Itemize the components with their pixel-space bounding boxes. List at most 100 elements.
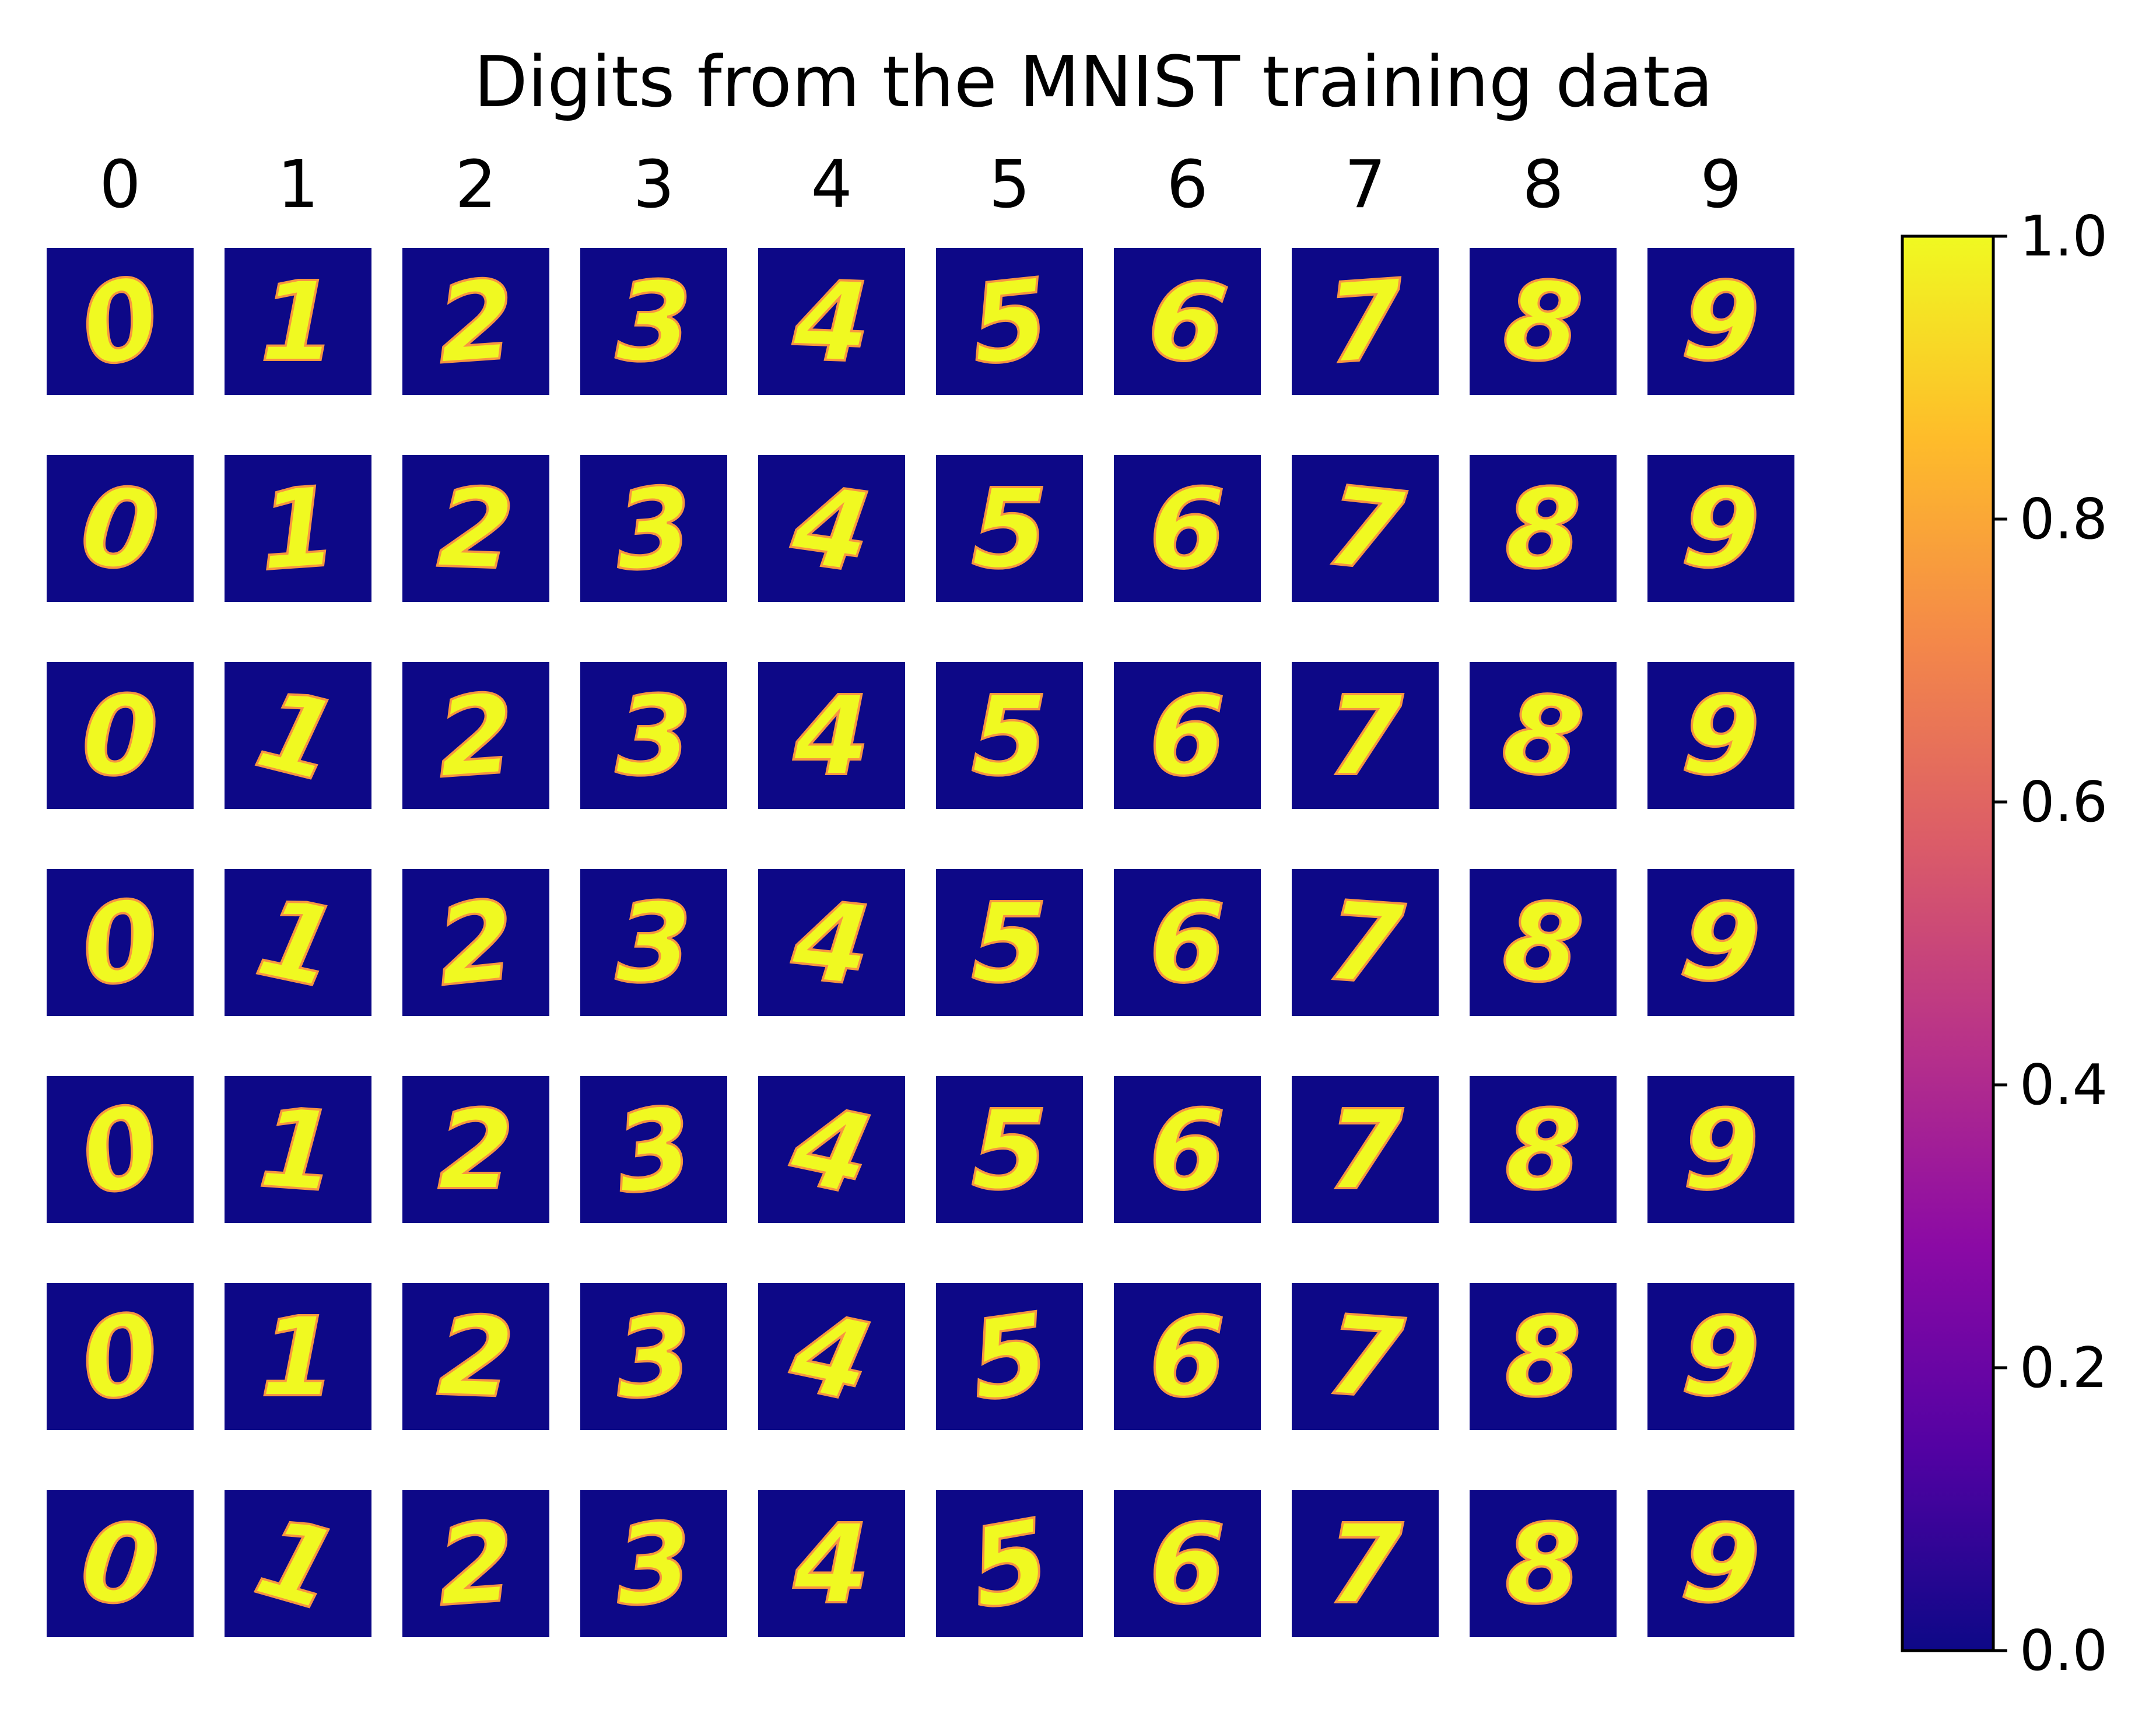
digit-tile: 8 xyxy=(1470,248,1617,395)
digit-tile: 8 xyxy=(1470,1283,1617,1430)
handwritten-digit: 2 xyxy=(438,1087,514,1214)
digit-tile: 6 xyxy=(1114,1283,1261,1430)
digit-tile: 6 xyxy=(1114,248,1261,395)
tile-background xyxy=(1114,248,1261,395)
colorbar-gradient xyxy=(1901,234,1995,1652)
tile-background xyxy=(1470,1490,1617,1637)
column-label: 0 xyxy=(99,147,141,223)
tile-background xyxy=(402,1076,549,1223)
tile-background xyxy=(1292,1490,1439,1637)
handwritten-digit: 8 xyxy=(1498,255,1587,390)
digit-tile: 9 xyxy=(1647,248,1794,395)
column-label: 1 xyxy=(277,147,318,223)
tile-background xyxy=(225,1076,371,1223)
tile-background xyxy=(1114,869,1261,1016)
handwritten-digit: 6 xyxy=(1149,1087,1226,1214)
digit-tile: 2 xyxy=(402,1076,549,1223)
tile-background xyxy=(1647,662,1794,809)
tile-background xyxy=(758,662,905,809)
digit-tile: 1 xyxy=(225,1490,371,1638)
tile-background xyxy=(47,1490,194,1637)
handwritten-digit: 6 xyxy=(1149,465,1226,593)
digit-tile: 6 xyxy=(1114,1490,1261,1637)
digit-tile: 2 xyxy=(402,248,549,395)
tile-background xyxy=(580,455,727,602)
tile-background xyxy=(1470,1076,1617,1223)
tile-background xyxy=(225,869,371,1016)
tile-background xyxy=(1292,662,1439,809)
digit-tile: 8 xyxy=(1470,662,1617,809)
digit-tile: 5 xyxy=(936,248,1083,395)
tile-background xyxy=(47,248,194,395)
handwritten-digit: 4 xyxy=(791,257,872,387)
handwritten-digit: 5 xyxy=(972,1087,1048,1214)
digit-tile: 4 xyxy=(758,455,905,602)
tile-background xyxy=(1114,1490,1261,1637)
handwritten-digit: 7 xyxy=(1320,462,1410,597)
handwritten-digit: 3 xyxy=(611,1291,696,1424)
tile-background xyxy=(580,1076,727,1223)
handwritten-digit: 0 xyxy=(75,462,164,597)
colorbar-tick-label: 0.6 xyxy=(2020,770,2108,835)
tile-background xyxy=(1647,455,1794,602)
tile-background xyxy=(225,662,371,809)
digit-tile: 7 xyxy=(1292,1076,1439,1223)
handwritten-digit: 0 xyxy=(82,672,159,800)
column-label: 9 xyxy=(1700,147,1741,223)
tile-background xyxy=(402,1490,549,1637)
tile-background xyxy=(1470,455,1617,602)
handwritten-digit: 8 xyxy=(1494,667,1591,805)
tile-background xyxy=(1647,1076,1794,1223)
tile-background xyxy=(1292,869,1439,1016)
tile-background xyxy=(1647,869,1794,1016)
tile-background xyxy=(936,1283,1083,1430)
digit-tile: 9 xyxy=(1647,1283,1794,1430)
tile-background xyxy=(402,455,549,602)
handwritten-digit: 4 xyxy=(784,461,878,598)
digit-tile: 0 xyxy=(47,1076,194,1223)
digit-tile: 8 xyxy=(1470,455,1617,602)
handwritten-digit: 2 xyxy=(432,876,521,1011)
digit-tile: 2 xyxy=(402,1490,549,1637)
tile-background xyxy=(47,869,194,1016)
handwritten-digit: 5 xyxy=(972,672,1048,800)
digit-tile: 7 xyxy=(1292,869,1439,1016)
handwritten-digit: 4 xyxy=(786,876,876,1011)
handwritten-digit: 9 xyxy=(1678,1291,1764,1424)
handwritten-digit: 2 xyxy=(436,464,516,594)
digit-tile: 7 xyxy=(1292,248,1439,395)
colorbar: 0.0 0.2 0.4 0.6 0.8 1.0 xyxy=(1901,205,2108,1683)
digit-tile: 7 xyxy=(1292,455,1439,602)
column-label: 3 xyxy=(633,147,674,223)
tile-background xyxy=(580,662,727,809)
tile-background xyxy=(225,248,371,395)
digit-tile: 4 xyxy=(758,869,905,1016)
digit-tile: 5 xyxy=(936,1283,1083,1430)
digit-tile: 0 xyxy=(47,662,194,809)
handwritten-digit: 2 xyxy=(433,670,518,803)
tile-background xyxy=(580,869,727,1016)
digit-tile: 1 xyxy=(225,1076,371,1223)
tile-background xyxy=(1114,455,1261,602)
digit-tile: 5 xyxy=(936,662,1083,809)
tile-background xyxy=(47,662,194,809)
handwritten-digit: 1 xyxy=(255,463,341,596)
digit-tile: 4 xyxy=(758,1490,905,1637)
digit-tile: 0 xyxy=(47,1283,194,1430)
handwritten-digit: 3 xyxy=(616,880,692,1007)
column-label: 7 xyxy=(1344,147,1386,223)
tile-background xyxy=(225,1283,371,1430)
handwritten-digit: 3 xyxy=(607,1082,700,1219)
column-label: 4 xyxy=(811,147,852,223)
handwritten-digit: 9 xyxy=(1678,256,1764,389)
digit-tile: 1 xyxy=(225,1283,371,1430)
handwritten-digit: 9 xyxy=(1674,875,1768,1012)
tile-background xyxy=(758,1490,905,1637)
digit-tile: 4 xyxy=(758,1283,905,1430)
digit-tile: 3 xyxy=(580,662,727,809)
tile-background xyxy=(402,662,549,809)
colorbar-tick-label: 1.0 xyxy=(2020,205,2108,269)
handwritten-digit: 5 xyxy=(965,255,1054,390)
handwritten-digit: 6 xyxy=(1149,1294,1226,1421)
handwritten-digit: 9 xyxy=(1676,1497,1765,1632)
